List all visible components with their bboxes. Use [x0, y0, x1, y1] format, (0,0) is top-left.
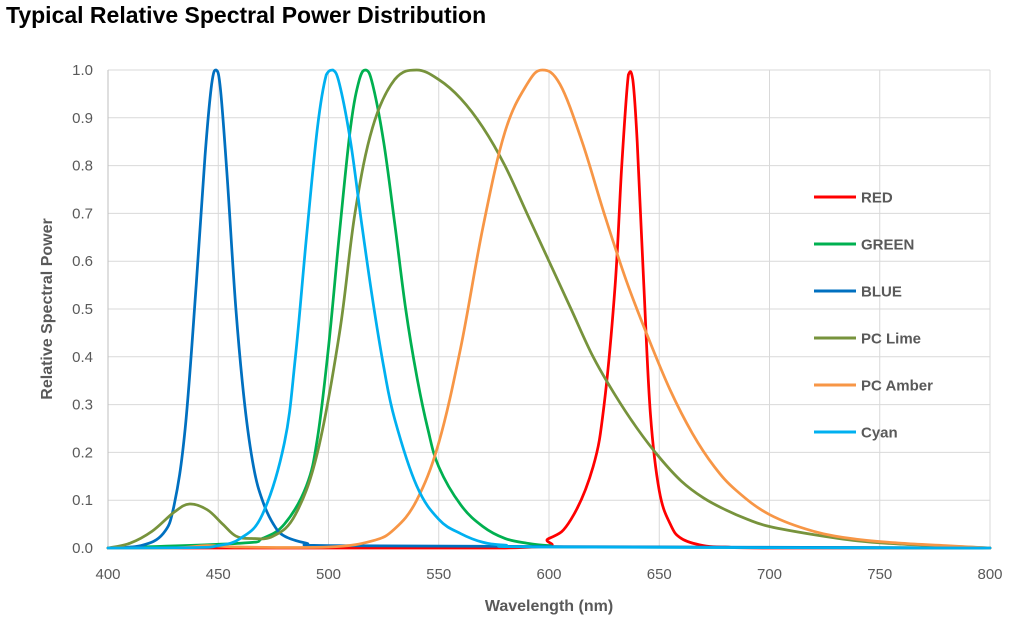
legend-label: GREEN: [861, 237, 914, 254]
series-line-red: [106, 70, 992, 550]
x-tick-label: 800: [977, 566, 1002, 583]
legend-item-green: GREEN: [814, 237, 914, 254]
y-tick-label: 0.4: [72, 349, 93, 366]
y-axis-label: Relative Spectral Power: [39, 218, 56, 399]
y-tick-label: 0.5: [72, 301, 93, 318]
y-tick-label: 1.0: [72, 62, 93, 79]
x-tick-label: 750: [867, 566, 892, 583]
x-tick-label: 400: [95, 566, 120, 583]
legend-label: BLUE: [861, 284, 902, 301]
y-tick-label: 0.7: [72, 205, 93, 222]
x-tick-label: 650: [647, 566, 672, 583]
series-lines: [106, 68, 992, 550]
legend-item-red: RED: [814, 190, 893, 207]
grid-lines: [108, 69, 991, 548]
tick-labels: 400 450 500 550 600 650 700 750 800 0.0 0.1 0.2 0.3 0…: [72, 62, 1002, 583]
y-tick-label: 0.0: [72, 540, 93, 557]
y-tick-label: 0.3: [72, 397, 93, 414]
legend-item-pc-amber: PC Amber: [814, 378, 933, 395]
legend-label: PC Lime: [861, 331, 921, 348]
x-axis-label: Wavelength (nm): [485, 598, 613, 615]
legend: RED GREEN BLUE PC Lime PC Amber Cyan: [814, 190, 933, 442]
y-tick-label: 0.1: [72, 492, 93, 509]
y-tick-label: 0.6: [72, 253, 93, 270]
series-line-pc-amber: [106, 68, 992, 550]
legend-item-pc-lime: PC Lime: [814, 331, 921, 348]
y-tick-label: 0.2: [72, 444, 93, 461]
series-line-pc-lime: [106, 68, 992, 550]
legend-label: PC Amber: [861, 378, 933, 395]
legend-label: Cyan: [861, 425, 898, 442]
x-tick-label: 500: [316, 566, 341, 583]
x-tick-label: 600: [536, 566, 561, 583]
series-line-cyan: [106, 68, 992, 550]
legend-item-blue: BLUE: [814, 284, 902, 301]
y-tick-label: 0.8: [72, 158, 93, 175]
series-line-blue: [106, 68, 992, 550]
y-tick-label: 0.9: [72, 110, 93, 127]
legend-label: RED: [861, 190, 893, 207]
x-tick-label: 550: [426, 566, 451, 583]
x-tick-label: 700: [757, 566, 782, 583]
x-tick-label: 450: [206, 566, 231, 583]
chart-title: Typical Relative Spectral Power Distribu…: [6, 2, 487, 28]
legend-item-cyan: Cyan: [814, 425, 898, 442]
